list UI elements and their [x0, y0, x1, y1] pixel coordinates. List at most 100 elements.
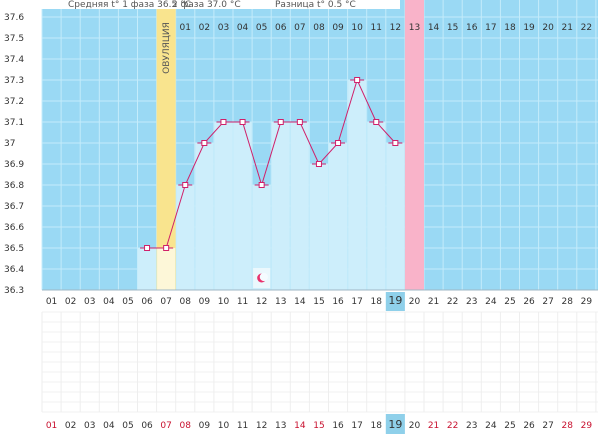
temperature-point[interactable]: [354, 77, 361, 83]
temperature-point[interactable]: [296, 119, 303, 125]
x-tick-label: 19: [388, 294, 402, 307]
temperature-difference-text: Разница t° 0.5 °С: [275, 0, 356, 10]
y-tick-label: 36.9: [4, 160, 24, 170]
calendar-date-label[interactable]: 14: [294, 421, 306, 431]
calendar-date-label[interactable]: 10: [218, 421, 230, 431]
cycle-day-label: 08: [313, 23, 325, 33]
x-tick-label: 22: [447, 297, 458, 307]
temperature-bar: [176, 185, 195, 290]
cycle-day-label: 03: [218, 23, 229, 33]
calendar-date-label[interactable]: 23: [466, 421, 477, 431]
temperature-point[interactable]: [392, 140, 399, 146]
temperature-bar: [233, 122, 252, 290]
calendar-date-label[interactable]: 21: [428, 421, 439, 431]
x-tick-label: 12: [256, 297, 267, 307]
calendar-date-label[interactable]: 27: [542, 421, 553, 431]
y-tick-label: 37.5: [4, 34, 24, 44]
temperature-point[interactable]: [201, 140, 208, 146]
temperature-point[interactable]: [220, 119, 227, 125]
x-tick-label: 18: [371, 297, 383, 307]
calendar-date-label[interactable]: 18: [371, 421, 383, 431]
x-tick-label: 28: [562, 297, 574, 307]
x-tick-label: 09: [199, 297, 211, 307]
cycle-day-label: 07: [294, 23, 305, 33]
calendar-date-label[interactable]: 20: [409, 421, 421, 431]
temperature-point[interactable]: [163, 245, 170, 251]
temperature-bar: [309, 164, 328, 290]
x-tick-label: 02: [65, 297, 76, 307]
calendar-date-label[interactable]: 02: [65, 421, 76, 431]
x-tick-label: 15: [313, 297, 324, 307]
temperature-bar: [290, 122, 309, 290]
y-tick-label: 36.8: [4, 181, 24, 191]
calendar-date-label[interactable]: 28: [562, 421, 574, 431]
calendar-date-label[interactable]: 22: [447, 421, 458, 431]
y-tick-label: 37.4: [4, 55, 24, 65]
avg-phase1-text: Средняя t° 1 фаза 36.5 °С: [68, 0, 191, 10]
calendar-date-label[interactable]: 17: [351, 421, 362, 431]
y-tick-label: 37.1: [4, 118, 24, 128]
temperature-bar: [329, 143, 348, 290]
x-tick-label: 17: [351, 297, 362, 307]
calendar-date-label[interactable]: 08: [180, 421, 192, 431]
temperature-point[interactable]: [144, 245, 151, 251]
calendar-date-label[interactable]: 06: [141, 421, 153, 431]
temperature-bar: [195, 143, 214, 290]
x-tick-label: 08: [180, 297, 192, 307]
calendar-date-label[interactable]: 25: [504, 421, 515, 431]
calendar-date-label[interactable]: 04: [103, 421, 115, 431]
x-tick-label: 16: [332, 297, 344, 307]
calendar-date-label[interactable]: 29: [581, 421, 593, 431]
x-tick-label: 24: [485, 297, 497, 307]
x-tick-label: 01: [46, 297, 57, 307]
calendar-date-label[interactable]: 19: [388, 418, 402, 431]
x-tick-label: 07: [160, 297, 171, 307]
y-tick-label: 36.3: [4, 286, 24, 296]
header-strip: [0, 0, 400, 9]
cycle-day-label: 02: [199, 23, 210, 33]
calendar-date-label[interactable]: 09: [199, 421, 211, 431]
x-tick-label: 23: [466, 297, 477, 307]
calendar-date-label[interactable]: 12: [256, 421, 267, 431]
x-tick-label: 29: [581, 297, 593, 307]
x-tick-label: 04: [103, 297, 115, 307]
x-tick-label: 03: [84, 297, 95, 307]
calendar-date-label[interactable]: 16: [332, 421, 344, 431]
temperature-point[interactable]: [335, 140, 342, 146]
x-tick-label: 27: [542, 297, 553, 307]
cycle-day-label: 14: [428, 23, 440, 33]
temperature-point[interactable]: [315, 161, 322, 167]
x-tick-label: 05: [122, 297, 133, 307]
ovulation-band: [156, 0, 176, 290]
temperature-point[interactable]: [277, 119, 284, 125]
cycle-day-label: 13: [409, 23, 420, 33]
cycle-day-label: 20: [542, 23, 554, 33]
temperature-bar: [386, 143, 405, 290]
calendar-date-label[interactable]: 03: [84, 421, 95, 431]
period-start-band: [404, 0, 424, 290]
temperature-point[interactable]: [258, 182, 265, 188]
cycle-day-label: 04: [237, 23, 249, 33]
calendar-date-label[interactable]: 11: [237, 421, 248, 431]
calendar-date-label[interactable]: 15: [313, 421, 324, 431]
calendar-date-label[interactable]: 26: [523, 421, 535, 431]
y-tick-label: 37: [4, 139, 15, 149]
calendar-date-label[interactable]: 05: [122, 421, 133, 431]
x-tick-label: 06: [141, 297, 153, 307]
temperature-point[interactable]: [239, 119, 246, 125]
y-tick-label: 36.5: [4, 244, 24, 254]
x-tick-label: 11: [237, 297, 248, 307]
temperature-point[interactable]: [373, 119, 380, 125]
calendar-date-label[interactable]: 01: [46, 421, 57, 431]
temperature-bar: [271, 122, 290, 290]
cycle-day-label: 15: [447, 23, 458, 33]
cycle-day-label: 01: [180, 23, 191, 33]
calendar-date-label[interactable]: 13: [275, 421, 286, 431]
temperature-point[interactable]: [182, 182, 189, 188]
cycle-day-label: 21: [562, 23, 573, 33]
y-tick-label: 36.6: [4, 223, 24, 233]
x-tick-label: 26: [523, 297, 535, 307]
calendar-date-label[interactable]: 24: [485, 421, 497, 431]
calendar-date-label[interactable]: 07: [160, 421, 171, 431]
